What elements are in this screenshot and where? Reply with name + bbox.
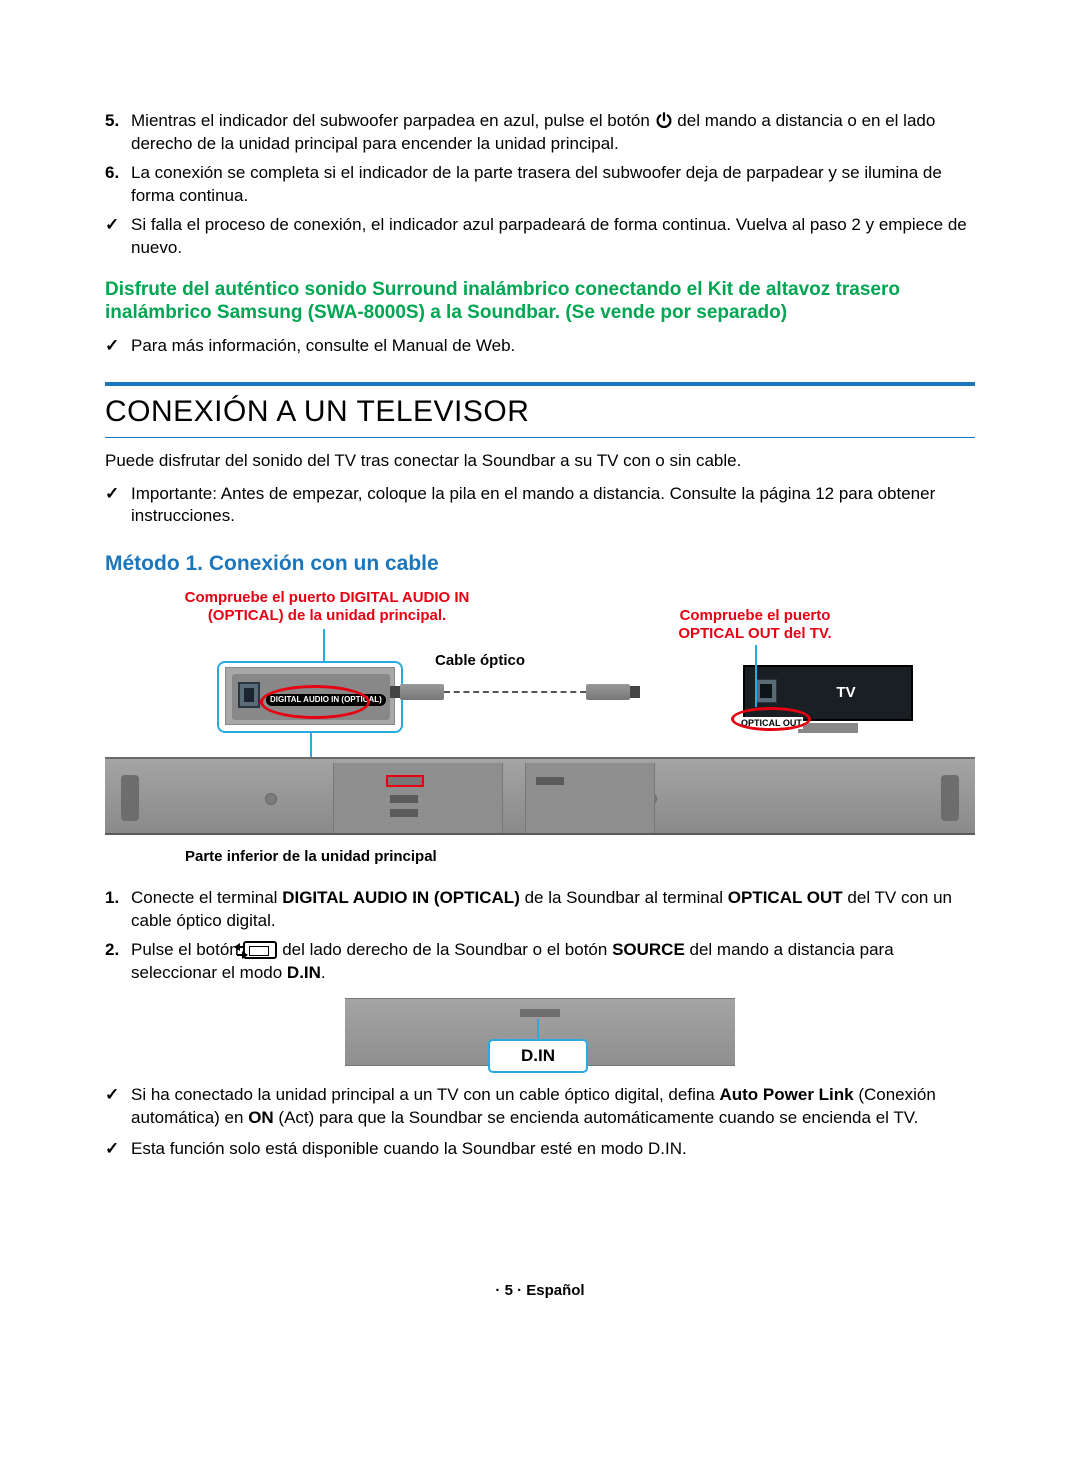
note-auto-power-link-text: Si ha conectado la unidad principal a un… [131,1084,975,1130]
leader-left-v1 [323,629,325,661]
connection-diagram: Compruebe el puerto DIGITAL AUDIO IN (OP… [105,589,975,869]
step-5-text: Mientras el indicador del subwoofer parp… [131,110,975,156]
sb-port [536,777,564,785]
power-icon [655,111,673,129]
m1-step-2-number: 2. [105,939,131,985]
continued-steps: 5. Mientras el indicador del subwoofer p… [105,110,975,208]
tv-screen-label: TV [836,683,855,703]
section-heading-wrapper: CONEXIÓN A UN TELEVISOR [105,382,975,438]
t-bold: Auto Power Link [719,1085,853,1104]
method-1-steps: 1. Conecte el terminal DIGITAL AUDIO IN … [105,887,975,985]
note-din-only: ✓ Esta función solo está disponible cuan… [105,1138,975,1161]
check-icon: ✓ [105,1084,131,1130]
display-mode-label: D.IN [488,1039,588,1073]
note-battery-text: Importante: Antes de empezar, coloque la… [131,483,975,529]
note-battery: ✓ Importante: Antes de empezar, coloque … [105,483,975,529]
m1-step-1-text: Conecte el terminal DIGITAL AUDIO IN (OP… [131,887,975,933]
check-icon: ✓ [105,1138,131,1161]
tv-optical-out-port [755,679,777,703]
t: (Act) para que la Soundbar se encienda a… [274,1108,919,1127]
cable-line [444,691,586,693]
optical-cable [400,684,630,700]
note-auto-power-link: ✓ Si ha conectado la unidad principal a … [105,1084,975,1130]
page-footer: · 5 · Español [105,1281,975,1301]
sb-recess-right [525,763,655,833]
t: Conecte el terminal [131,888,282,907]
heading-bar-bottom [105,437,975,438]
sb-port [390,795,418,803]
note-din-only-text: Esta función solo está disponible cuando… [131,1138,975,1161]
sb-screw [265,793,277,805]
cable-end-right [586,684,630,700]
t-bold: D.IN [287,963,321,982]
sb-optical-port-highlight [386,775,424,787]
source-icon [243,941,277,959]
step-5-pre: Mientras el indicador del subwoofer parp… [131,111,655,130]
leader-right-v1 [755,645,757,707]
step-5-number: 5. [105,110,131,156]
soundbar-bottom [105,757,975,835]
t-bold: SOURCE [612,940,685,959]
method-1-heading: Método 1. Conexión con un cable [105,550,975,578]
t-bold: ON [248,1108,274,1127]
soundbar-display: D.IN [345,998,735,1066]
sb-recess-left [333,763,503,833]
highlight-ellipse-left [260,685,370,719]
step-6-text: La conexión se completa si el indicador … [131,162,975,208]
note-web-manual: ✓ Para más información, consulte el Manu… [105,335,975,358]
diagram-caption: Parte inferior de la unidad principal [185,847,437,867]
section-intro: Puede disfrutar del sonido del TV tras c… [105,450,975,473]
m1-step-1-number: 1. [105,887,131,933]
optical-cable-label: Cable óptico [435,651,525,671]
highlight-ellipse-right [731,707,811,731]
display-slit [520,1009,560,1017]
t: Si ha conectado la unidad principal a un… [131,1085,719,1104]
check-icon: ✓ [105,335,131,358]
callout-digital-audio-in: Compruebe el puerto DIGITAL AUDIO IN (OP… [167,589,487,627]
note-connection-fail-text: Si falla el proceso de conexión, el indi… [131,214,975,260]
callout-optical-out: Compruebe el puerto OPTICAL OUT del TV. [645,607,865,645]
check-icon: ✓ [105,214,131,260]
t-bold: OPTICAL OUT [728,888,843,907]
sb-slot [941,775,959,821]
t: . [321,963,326,982]
sb-slot [121,775,139,821]
section-heading: CONEXIÓN A UN TELEVISOR [105,392,975,433]
m1-step-2-text: Pulse el botón del lado derecho de la So… [131,939,975,985]
surround-kit-promo: Disfrute del auténtico sonido Surround i… [105,278,975,326]
step-6-number: 6. [105,162,131,208]
check-icon: ✓ [105,483,131,529]
heading-bar-top [105,382,975,386]
sb-port [390,809,418,817]
t: de la Soundbar al terminal [520,888,728,907]
t: del lado derecho de la Soundbar o el bot… [277,940,612,959]
cable-end-left [400,684,444,700]
note-connection-fail: ✓ Si falla el proceso de conexión, el in… [105,214,975,260]
note-web-manual-text: Para más información, consulte el Manual… [131,335,975,358]
t: Pulse el botón [131,940,243,959]
t-bold: DIGITAL AUDIO IN (OPTICAL) [282,888,520,907]
display-leader [537,1019,539,1041]
